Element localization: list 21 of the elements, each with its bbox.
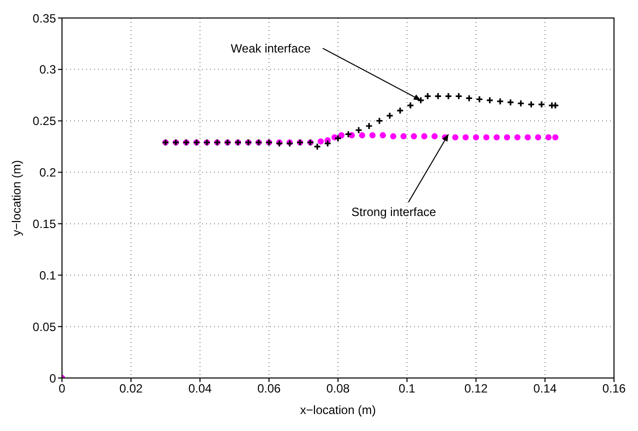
y-tick-label: 0.2 xyxy=(39,166,56,180)
x-tick-label: 0.16 xyxy=(602,382,626,396)
annotation: Strong interface xyxy=(351,205,436,220)
y-tick-label: 0.1 xyxy=(39,268,56,282)
x-tick-label: 0.06 xyxy=(257,382,281,396)
x-tick-label: 0.04 xyxy=(188,382,212,396)
y-tick-label: 0 xyxy=(49,371,56,386)
annotation: Weak interface xyxy=(230,41,311,56)
y-tick-label: 0.3 xyxy=(39,62,56,77)
x-axis-title: x−location (m) xyxy=(300,403,376,417)
x-tick-label: 0.1 xyxy=(398,382,416,396)
x-tick-label: 0.08 xyxy=(326,382,350,396)
y-tick-label: 0.15 xyxy=(32,216,56,231)
x-tick-label: 0.02 xyxy=(119,382,143,396)
x-tick-label: 0.14 xyxy=(533,382,557,396)
y-tick-label: 0.05 xyxy=(32,320,56,334)
x-tick-label: 0 xyxy=(58,382,66,396)
y-tick-label: 0.25 xyxy=(32,114,56,128)
y-axis-title: y−location (m) xyxy=(9,160,24,236)
y-tick-label: 0.35 xyxy=(32,11,56,26)
x-tick-label: 0.12 xyxy=(464,382,488,396)
